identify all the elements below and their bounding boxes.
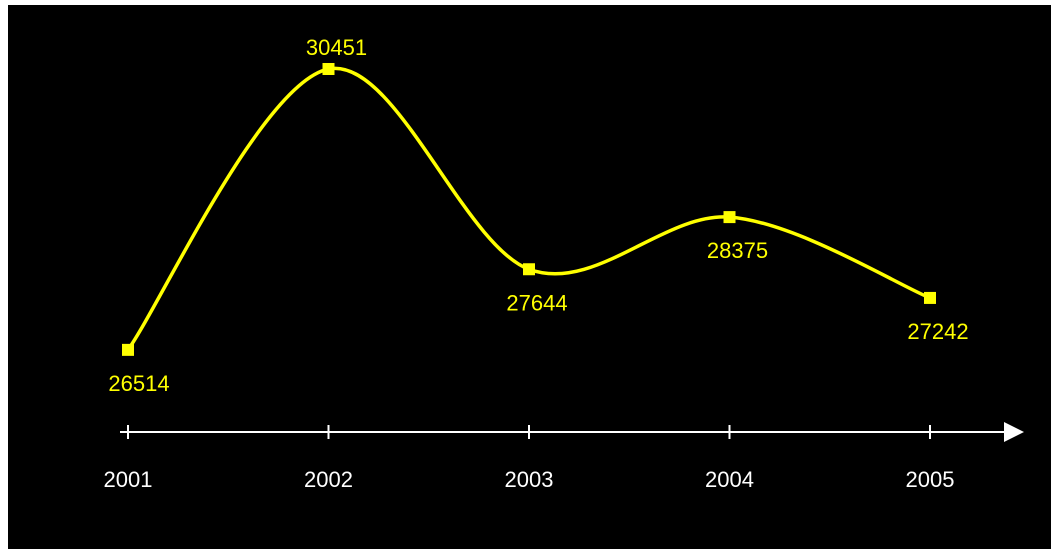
series-line bbox=[126, 66, 931, 351]
x-tick-label: 2005 bbox=[906, 467, 955, 492]
chart-panel: 2001 2002 2003 2004 2005 26514 30451 27644 2837… bbox=[8, 5, 1051, 549]
x-axis: 2001 2002 2003 2004 2005 bbox=[104, 422, 1024, 492]
x-tick-label: 2002 bbox=[304, 467, 353, 492]
x-axis-arrow bbox=[1004, 422, 1024, 442]
data-point-marker bbox=[723, 211, 736, 224]
data-point-marker bbox=[322, 63, 335, 75]
data-label: 28375 bbox=[707, 238, 768, 263]
data-point-marker bbox=[924, 291, 936, 304]
data-label: 27242 bbox=[907, 319, 968, 344]
data-label: 26514 bbox=[108, 371, 169, 396]
series-line-layer bbox=[126, 66, 931, 351]
x-tick-label: 2003 bbox=[505, 467, 554, 492]
marker-layer bbox=[122, 63, 936, 356]
x-tick-label: 2001 bbox=[104, 467, 153, 492]
data-point-marker bbox=[122, 343, 134, 356]
line-chart: 2001 2002 2003 2004 2005 26514 30451 27644 2837… bbox=[104, 35, 1024, 492]
x-tick-label: 2004 bbox=[705, 467, 754, 492]
data-label: 30451 bbox=[306, 35, 367, 60]
data-point-marker bbox=[523, 263, 535, 276]
label-layer: 26514 30451 27644 28375 27242 bbox=[108, 35, 968, 396]
data-label: 27644 bbox=[506, 290, 567, 315]
